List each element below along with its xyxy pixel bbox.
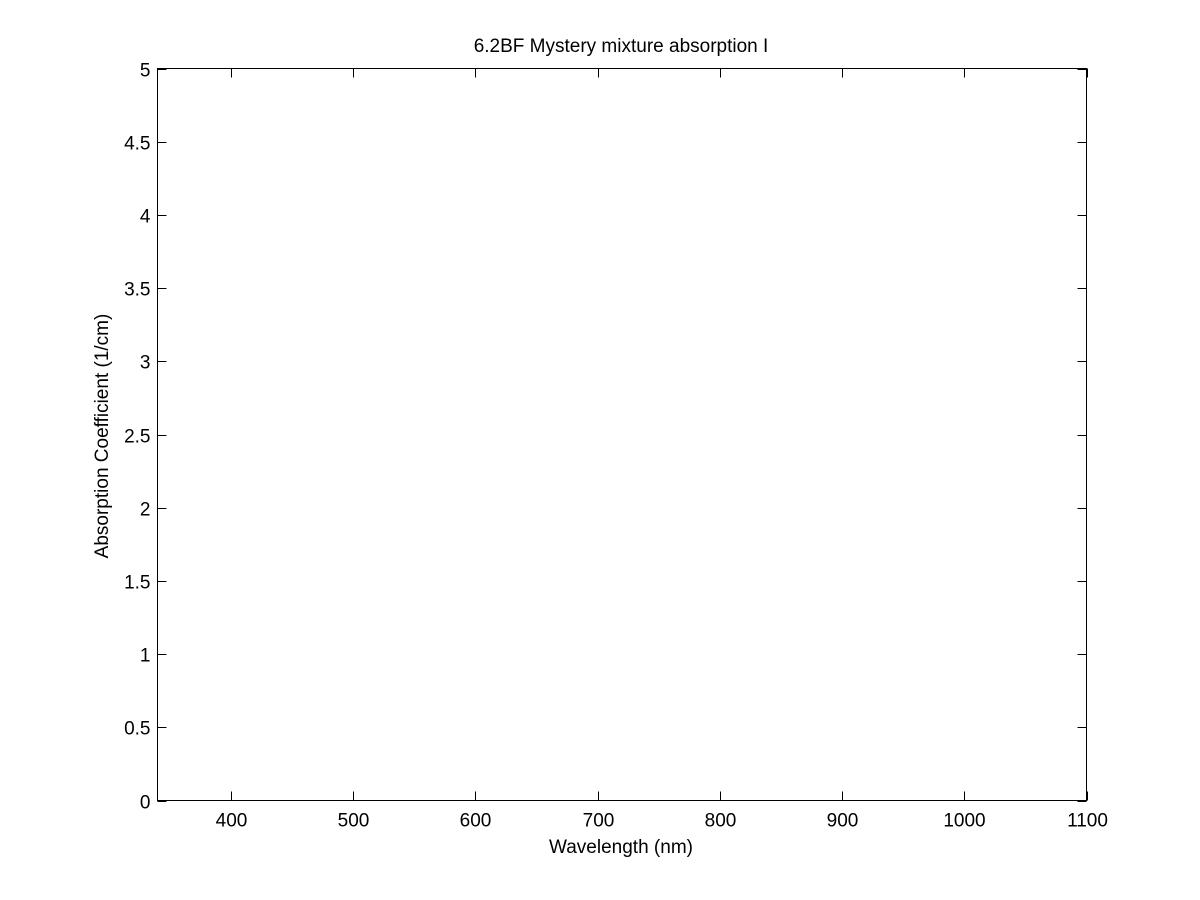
x-axis-label: Wavelength (nm) xyxy=(549,837,693,858)
y-tick-label: 0 xyxy=(140,793,151,814)
y-tick-label: 1 xyxy=(140,646,151,667)
y-tick-label: 4.5 xyxy=(124,134,150,155)
y-tick-label: 1.5 xyxy=(124,573,150,594)
x-tick-label: 800 xyxy=(705,811,737,832)
y-axis: 0 0.5 1 1.5 2 2.5 3 3.5 4 4.5 5 xyxy=(124,61,1087,814)
y-tick-label: 3 xyxy=(140,353,151,374)
y-tick-label: 2.5 xyxy=(124,427,150,448)
chart-title: 6.2BF Mystery mixture absorption I xyxy=(474,36,769,57)
x-tick-label: 700 xyxy=(583,811,615,832)
x-tick-label: 400 xyxy=(216,811,248,832)
y-tick-label: 0.5 xyxy=(124,719,150,740)
y-tick-label: 4 xyxy=(140,207,151,228)
x-tick-label: 1000 xyxy=(943,811,985,832)
plot-area xyxy=(157,68,1087,801)
x-tick-label: 500 xyxy=(338,811,370,832)
y-tick-label: 2 xyxy=(140,500,151,521)
y-tick-label: 3.5 xyxy=(124,280,150,301)
x-tick-label: 900 xyxy=(827,811,859,832)
y-tick-label: 5 xyxy=(140,61,151,82)
x-axis: 400 500 600 700 800 900 1000 1100 xyxy=(216,68,1108,832)
x-tick-label: 600 xyxy=(460,811,492,832)
x-tick-label: 1100 xyxy=(1067,811,1108,832)
y-axis-label: Absorption Coefficient (1/cm) xyxy=(92,314,113,559)
